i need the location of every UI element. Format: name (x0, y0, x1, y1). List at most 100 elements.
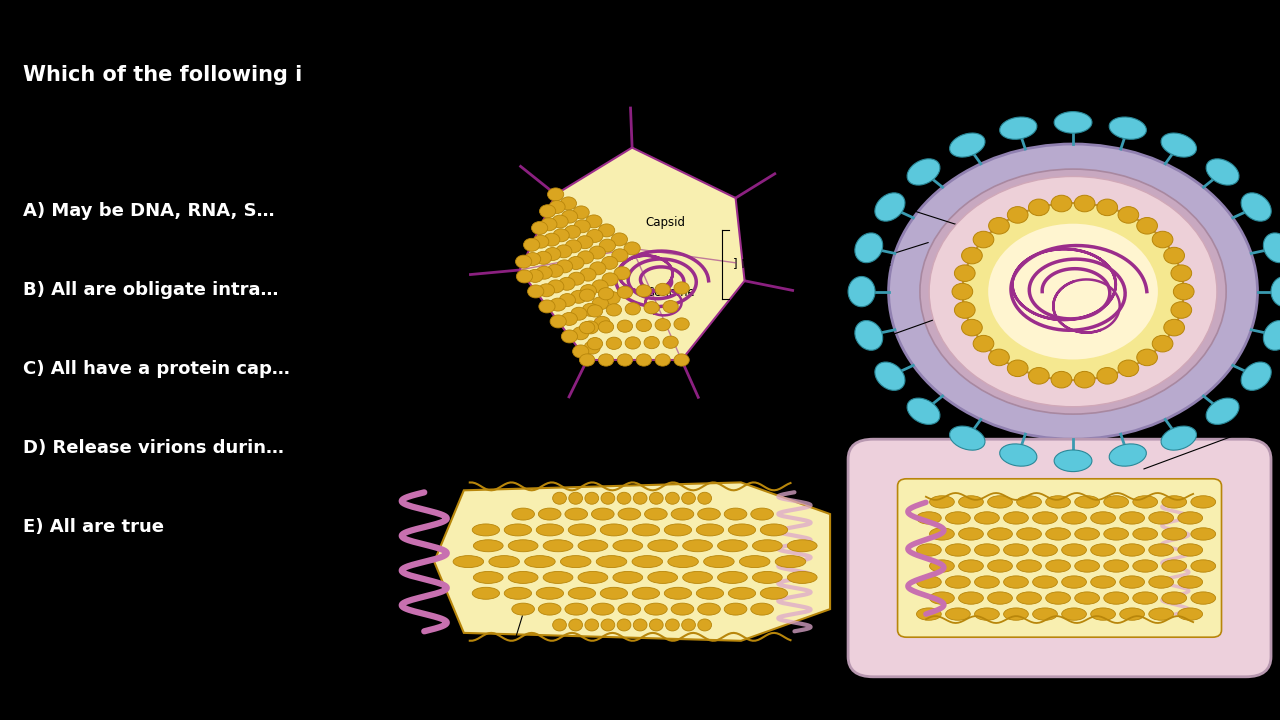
Ellipse shape (1120, 608, 1144, 620)
Circle shape (550, 315, 566, 328)
Ellipse shape (1046, 592, 1070, 604)
Text: Which of the following i: Which of the following i (23, 65, 302, 85)
Circle shape (1029, 367, 1050, 384)
Text: Genome: Genome (835, 296, 1001, 352)
Ellipse shape (1120, 512, 1144, 524)
PathPatch shape (434, 482, 831, 641)
Ellipse shape (1016, 496, 1042, 508)
Ellipse shape (1133, 592, 1157, 604)
Circle shape (598, 287, 613, 300)
Ellipse shape (1161, 426, 1197, 450)
Ellipse shape (568, 492, 582, 504)
Ellipse shape (1190, 592, 1216, 604)
Ellipse shape (916, 608, 941, 620)
Circle shape (617, 286, 632, 298)
Circle shape (988, 217, 1010, 234)
Ellipse shape (561, 556, 591, 567)
Ellipse shape (1161, 133, 1197, 157)
Ellipse shape (591, 603, 614, 615)
Ellipse shape (1033, 608, 1057, 620)
Ellipse shape (539, 508, 561, 520)
Circle shape (568, 272, 585, 285)
Circle shape (588, 305, 603, 317)
Circle shape (580, 354, 595, 366)
Ellipse shape (1075, 496, 1100, 508)
Ellipse shape (632, 588, 659, 599)
Circle shape (663, 336, 678, 348)
Ellipse shape (666, 619, 680, 631)
Circle shape (614, 266, 630, 279)
Ellipse shape (671, 508, 694, 520)
Ellipse shape (753, 540, 782, 552)
Circle shape (591, 280, 608, 293)
Ellipse shape (1162, 592, 1187, 604)
Circle shape (675, 282, 689, 294)
Circle shape (550, 298, 566, 311)
Ellipse shape (959, 592, 983, 604)
Circle shape (644, 336, 659, 348)
Circle shape (929, 176, 1217, 407)
Circle shape (920, 169, 1226, 414)
Circle shape (549, 200, 564, 213)
Circle shape (556, 245, 572, 258)
Ellipse shape (1110, 444, 1147, 466)
Ellipse shape (929, 528, 955, 540)
Ellipse shape (472, 588, 499, 599)
Circle shape (557, 260, 572, 273)
Circle shape (564, 225, 581, 238)
Ellipse shape (618, 603, 641, 615)
Ellipse shape (600, 588, 627, 599)
Ellipse shape (664, 524, 691, 536)
Circle shape (562, 330, 577, 343)
Circle shape (582, 303, 599, 316)
Circle shape (1137, 217, 1157, 234)
Circle shape (602, 273, 618, 286)
Circle shape (655, 318, 671, 330)
Ellipse shape (585, 619, 599, 631)
Circle shape (988, 224, 1158, 359)
FancyBboxPatch shape (849, 439, 1271, 677)
Circle shape (561, 197, 576, 210)
Circle shape (566, 240, 581, 253)
Text: A) May be DNA, RNA, S…: A) May be DNA, RNA, S… (23, 202, 274, 220)
Ellipse shape (704, 556, 735, 567)
Ellipse shape (453, 556, 484, 567)
Ellipse shape (855, 320, 883, 350)
Circle shape (536, 266, 552, 279)
Ellipse shape (916, 576, 941, 588)
FancyBboxPatch shape (897, 479, 1221, 637)
Ellipse shape (512, 603, 535, 615)
Ellipse shape (1061, 576, 1087, 588)
Ellipse shape (1091, 512, 1115, 524)
Ellipse shape (543, 540, 573, 552)
Ellipse shape (1016, 592, 1042, 604)
Circle shape (1171, 302, 1192, 318)
Ellipse shape (698, 619, 712, 631)
Ellipse shape (536, 588, 563, 599)
Ellipse shape (1190, 528, 1216, 540)
Ellipse shape (1162, 528, 1187, 540)
Circle shape (1117, 207, 1139, 223)
Ellipse shape (536, 524, 563, 536)
Circle shape (888, 144, 1257, 439)
Ellipse shape (787, 572, 817, 583)
Text: Spikes: Spikes (1221, 127, 1262, 174)
Circle shape (617, 354, 632, 366)
Circle shape (655, 283, 671, 295)
Ellipse shape (1033, 576, 1057, 588)
Ellipse shape (946, 544, 970, 556)
Circle shape (525, 253, 540, 266)
Ellipse shape (1061, 608, 1087, 620)
Text: Capsomeres: Capsomeres (463, 616, 541, 687)
Ellipse shape (1016, 528, 1042, 540)
Circle shape (572, 345, 589, 358)
Ellipse shape (664, 588, 691, 599)
Ellipse shape (974, 512, 1000, 524)
Ellipse shape (1263, 233, 1280, 263)
Text: E) All are true: E) All are true (23, 518, 164, 536)
Ellipse shape (751, 508, 773, 520)
Ellipse shape (579, 540, 608, 552)
Circle shape (955, 302, 975, 318)
Circle shape (607, 304, 622, 316)
Circle shape (602, 256, 618, 269)
